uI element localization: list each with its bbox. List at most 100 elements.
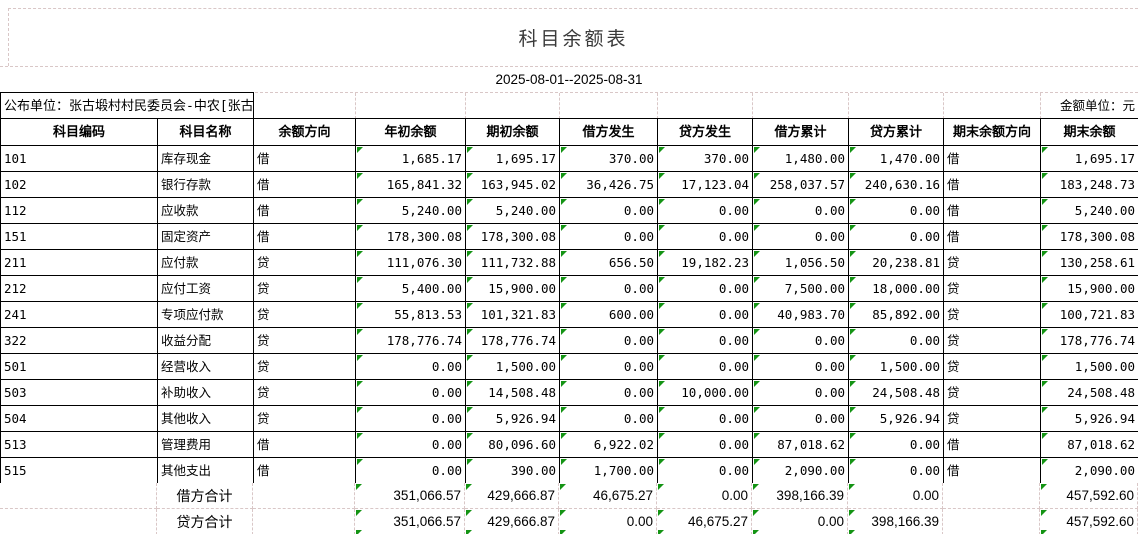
cell-debit-cumulative[interactable]: 40,983.70	[753, 302, 849, 328]
column-header-period-opening-balance[interactable]: 期初余额	[466, 119, 560, 146]
cell-subject-name[interactable]: 库存现金	[158, 146, 254, 172]
cell-balance-direction[interactable]: 贷	[254, 380, 356, 406]
cell-year-opening-balance[interactable]: 5,240.00	[356, 198, 466, 224]
cell-balance-direction[interactable]: 借	[254, 224, 356, 250]
cell-period-opening-balance[interactable]: 1,695.17	[466, 146, 560, 172]
cell-ending-balance-direction[interactable]: 贷	[944, 250, 1041, 276]
cell-ending-balance[interactable]: 15,900.00	[1041, 276, 1138, 302]
cell-subject-code[interactable]: 212	[1, 276, 158, 302]
cell-balance-direction[interactable]: 借	[254, 198, 356, 224]
cell-debit-occurred[interactable]: 1,700.00	[560, 458, 658, 484]
cell-credit-cumulative[interactable]: 0.00	[849, 458, 944, 484]
cell-year-opening-balance[interactable]: 0.00	[356, 458, 466, 484]
publisher-cell[interactable]: 公布单位：张古塅村村民委员会-中农[张古	[0, 92, 254, 119]
cell-period-opening-balance[interactable]: 5,926.94	[466, 406, 560, 432]
cell-ending-balance-direction[interactable]: 借	[944, 198, 1041, 224]
cell-credit-occurred[interactable]: 0.00	[658, 328, 753, 354]
cell-credit-occurred[interactable]: 19,182.23	[658, 250, 753, 276]
cell-ending-balance-direction[interactable]: 借	[944, 146, 1041, 172]
cell-ending-balance[interactable]: 178,300.08	[1041, 224, 1138, 250]
cell-period-opening-balance[interactable]: 111,732.88	[466, 250, 560, 276]
cell-credit-occurred[interactable]: 0.00	[658, 406, 753, 432]
total-cell-debit-occurred[interactable]: 0.00	[559, 509, 657, 534]
cell-debit-cumulative[interactable]: 7,500.00	[753, 276, 849, 302]
cell-subject-name[interactable]: 应付款	[158, 250, 254, 276]
cell-subject-code[interactable]: 211	[1, 250, 158, 276]
cell-credit-cumulative[interactable]: 0.00	[849, 432, 944, 458]
cell-balance-direction[interactable]: 贷	[254, 276, 356, 302]
cell-subject-name[interactable]: 应付工资	[158, 276, 254, 302]
cell-subject-code[interactable]: 241	[1, 302, 158, 328]
cell-period-opening-balance[interactable]: 1,500.00	[466, 354, 560, 380]
cell-subject-name[interactable]: 其他收入	[158, 406, 254, 432]
cell-credit-occurred[interactable]: 0.00	[658, 198, 753, 224]
cell-credit-cumulative[interactable]: 1,500.00	[849, 354, 944, 380]
cell-debit-cumulative[interactable]: 258,037.57	[753, 172, 849, 198]
total-cell-debit-occurred[interactable]: 46,675.27	[559, 483, 657, 509]
cell-subject-code[interactable]: 504	[1, 406, 158, 432]
cell-credit-cumulative[interactable]: 24,508.48	[849, 380, 944, 406]
total-cell-credit-cumulative[interactable]: 398,166.39	[848, 509, 943, 534]
cell-balance-direction[interactable]: 贷	[254, 302, 356, 328]
cell-balance-direction[interactable]: 借	[254, 172, 356, 198]
column-header-debit-occurred[interactable]: 借方发生	[560, 119, 658, 146]
cell-debit-occurred[interactable]: 36,426.75	[560, 172, 658, 198]
cell-subject-code[interactable]: 102	[1, 172, 158, 198]
column-header-subject-name[interactable]: 科目名称	[158, 119, 254, 146]
cell-subject-name[interactable]: 补助收入	[158, 380, 254, 406]
cell-subject-code[interactable]: 112	[1, 198, 158, 224]
cell-year-opening-balance[interactable]: 178,776.74	[356, 328, 466, 354]
cell-credit-occurred[interactable]: 0.00	[658, 432, 753, 458]
cell-balance-direction[interactable]: 借	[254, 146, 356, 172]
cell-credit-occurred[interactable]: 10,000.00	[658, 380, 753, 406]
total-cell-credit-occurred[interactable]: 0.00	[657, 483, 752, 509]
cell-subject-name[interactable]: 经营收入	[158, 354, 254, 380]
cell-year-opening-balance[interactable]: 0.00	[356, 380, 466, 406]
cell-year-opening-balance[interactable]: 111,076.30	[356, 250, 466, 276]
cell-ending-balance-direction[interactable]: 贷	[944, 276, 1041, 302]
cell-debit-cumulative[interactable]: 1,480.00	[753, 146, 849, 172]
total-cell-debit-cumulative[interactable]: 0.00	[752, 509, 848, 534]
cell-debit-cumulative[interactable]: 87,018.62	[753, 432, 849, 458]
cell-year-opening-balance[interactable]: 0.00	[356, 432, 466, 458]
cell-credit-cumulative[interactable]: 0.00	[849, 328, 944, 354]
cell-ending-balance[interactable]: 5,240.00	[1041, 198, 1138, 224]
cell-credit-occurred[interactable]: 370.00	[658, 146, 753, 172]
cell-balance-direction[interactable]: 贷	[254, 250, 356, 276]
cell-balance-direction[interactable]: 借	[254, 458, 356, 484]
cell-ending-balance[interactable]: 183,248.73	[1041, 172, 1138, 198]
cell-debit-occurred[interactable]: 600.00	[560, 302, 658, 328]
cell-ending-balance[interactable]: 130,258.61	[1041, 250, 1138, 276]
cell-credit-cumulative[interactable]: 240,630.16	[849, 172, 944, 198]
cell-credit-cumulative[interactable]: 20,238.81	[849, 250, 944, 276]
cell-debit-cumulative[interactable]: 1,056.50	[753, 250, 849, 276]
cell-debit-occurred[interactable]: 0.00	[560, 406, 658, 432]
cell-credit-cumulative[interactable]: 85,892.00	[849, 302, 944, 328]
column-header-debit-cumulative[interactable]: 借方累计	[753, 119, 849, 146]
cell-year-opening-balance[interactable]: 1,685.17	[356, 146, 466, 172]
cell-subject-code[interactable]: 322	[1, 328, 158, 354]
cell-credit-cumulative[interactable]: 0.00	[849, 198, 944, 224]
cell-subject-code[interactable]: 515	[1, 458, 158, 484]
total-cell-credit-cumulative[interactable]: 0.00	[848, 483, 943, 509]
cell-subject-name[interactable]: 收益分配	[158, 328, 254, 354]
cell-year-opening-balance[interactable]: 5,400.00	[356, 276, 466, 302]
cell-balance-direction[interactable]: 贷	[254, 406, 356, 432]
cell-ending-balance[interactable]: 1,695.17	[1041, 146, 1138, 172]
cell-balance-direction[interactable]: 借	[254, 432, 356, 458]
cell-credit-cumulative[interactable]: 0.00	[849, 224, 944, 250]
cell-debit-cumulative[interactable]: 2,090.00	[753, 458, 849, 484]
cell-debit-cumulative[interactable]: 0.00	[753, 328, 849, 354]
cell-credit-occurred[interactable]: 0.00	[658, 276, 753, 302]
cell-period-opening-balance[interactable]: 80,096.60	[466, 432, 560, 458]
cell-period-opening-balance[interactable]: 5,240.00	[466, 198, 560, 224]
cell-ending-balance[interactable]: 24,508.48	[1041, 380, 1138, 406]
cell-period-opening-balance[interactable]: 15,900.00	[466, 276, 560, 302]
column-header-balance-direction[interactable]: 余额方向	[254, 119, 356, 146]
cell-balance-direction[interactable]: 贷	[254, 328, 356, 354]
cell-ending-balance-direction[interactable]: 贷	[944, 302, 1041, 328]
total-cell-balance-direction[interactable]	[253, 509, 355, 534]
cell-subject-name[interactable]: 银行存款	[158, 172, 254, 198]
cell-ending-balance[interactable]: 178,776.74	[1041, 328, 1138, 354]
total-cell-balance-direction[interactable]	[253, 483, 355, 509]
